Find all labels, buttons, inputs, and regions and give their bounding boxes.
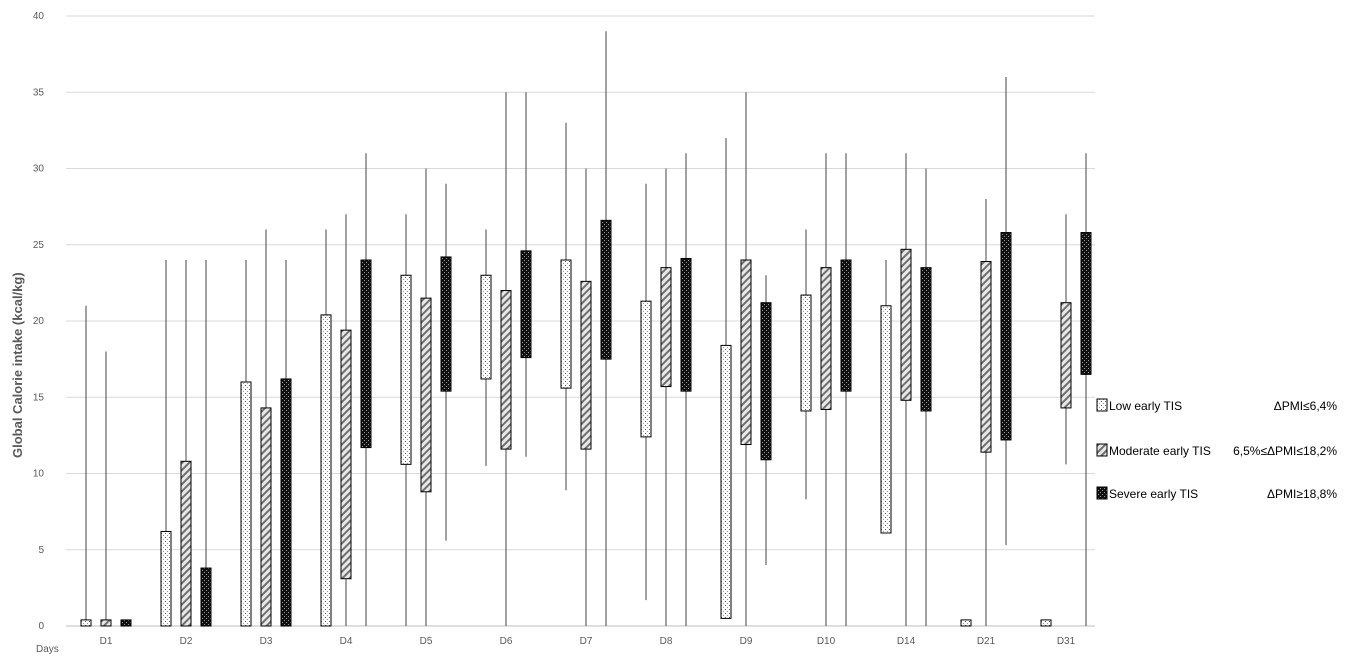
box: [820, 267, 832, 410]
legend-range-label: ΔPMI≤6,4%: [1274, 399, 1338, 413]
y-axis-ticks: 0 5 10 15 20 25 30 35 40: [33, 11, 45, 632]
box: [180, 460, 192, 627]
box: [320, 314, 332, 627]
y-tick-label: 40: [33, 11, 45, 22]
box: [360, 259, 372, 449]
y-tick-label: 0: [38, 621, 44, 632]
box: [240, 381, 252, 627]
box: [420, 297, 432, 493]
box: [120, 619, 132, 627]
box: [100, 619, 112, 627]
legend-swatch: [1096, 443, 1108, 457]
y-axis-label: Global Calorie intake (kcal/kg): [10, 272, 25, 458]
box: [580, 280, 592, 450]
x-axis-label: Days: [36, 644, 59, 655]
box: [760, 302, 772, 461]
y-tick-label: 20: [33, 316, 45, 327]
box: [660, 267, 672, 388]
legend-range-label: 6,5%≤ΔPMI≤18,2%: [1233, 444, 1337, 458]
box: [560, 259, 572, 389]
box: [480, 274, 492, 380]
box-series: [80, 31, 1092, 627]
box: [600, 219, 612, 360]
x-tick-label: D8: [660, 636, 673, 647]
box: [920, 267, 932, 412]
legend-swatch: [1096, 398, 1108, 412]
box: [720, 344, 732, 619]
series-checker: [120, 31, 1092, 627]
legend-label: Low early TIS: [1109, 399, 1182, 413]
x-tick-label: D1: [100, 636, 113, 647]
y-tick-label: 15: [33, 392, 45, 403]
y-tick-label: 10: [33, 469, 45, 480]
box: [740, 259, 752, 446]
box: [260, 407, 272, 627]
x-tick-label: D9: [740, 636, 753, 647]
legend-range-label: ΔPMI≥18,8%: [1267, 487, 1337, 501]
x-tick-label: D21: [977, 636, 996, 647]
y-tick-label: 25: [33, 240, 45, 251]
box: [640, 300, 652, 438]
legend-label: Severe early TIS: [1109, 487, 1198, 501]
series-dots: [80, 122, 1052, 627]
box: [980, 261, 992, 453]
legend-swatch: [1096, 486, 1108, 500]
box: [960, 619, 972, 627]
box: [1060, 302, 1072, 409]
x-tick-label: D5: [420, 636, 433, 647]
legend: Low early TIS ΔPMI≤6,4% Moderate early TIS…: [1096, 398, 1338, 501]
box: [840, 259, 852, 392]
box: [680, 257, 692, 392]
box: [80, 619, 92, 627]
x-tick-label: D2: [180, 636, 193, 647]
box: [1080, 232, 1092, 375]
x-tick-label: D6: [500, 636, 513, 647]
box: [1040, 619, 1052, 627]
x-tick-label: D31: [1057, 636, 1076, 647]
box: [880, 305, 892, 534]
box: [500, 290, 512, 450]
box: [340, 329, 352, 580]
box: [900, 248, 912, 401]
y-tick-label: 30: [33, 164, 45, 175]
box: [160, 530, 172, 627]
box: [200, 567, 212, 627]
x-tick-label: D14: [897, 636, 916, 647]
x-tick-label: D3: [260, 636, 273, 647]
box: [800, 294, 812, 412]
series-diagonal: [100, 92, 1072, 627]
x-tick-label: D10: [817, 636, 836, 647]
y-tick-label: 5: [38, 545, 44, 556]
x-tick-label: D7: [580, 636, 593, 647]
box: [280, 378, 292, 627]
y-tick-label: 35: [33, 87, 45, 98]
x-tick-label: D4: [340, 636, 353, 647]
box: [1000, 232, 1012, 441]
box: [520, 250, 532, 359]
x-axis-ticks: D1 D2 D3 D4 D5 D6 D7 D8 D9 D10 D14 D21 D31: [100, 636, 1076, 647]
box: [400, 274, 412, 465]
legend-label: Moderate early TIS: [1109, 444, 1211, 458]
box: [440, 256, 452, 392]
